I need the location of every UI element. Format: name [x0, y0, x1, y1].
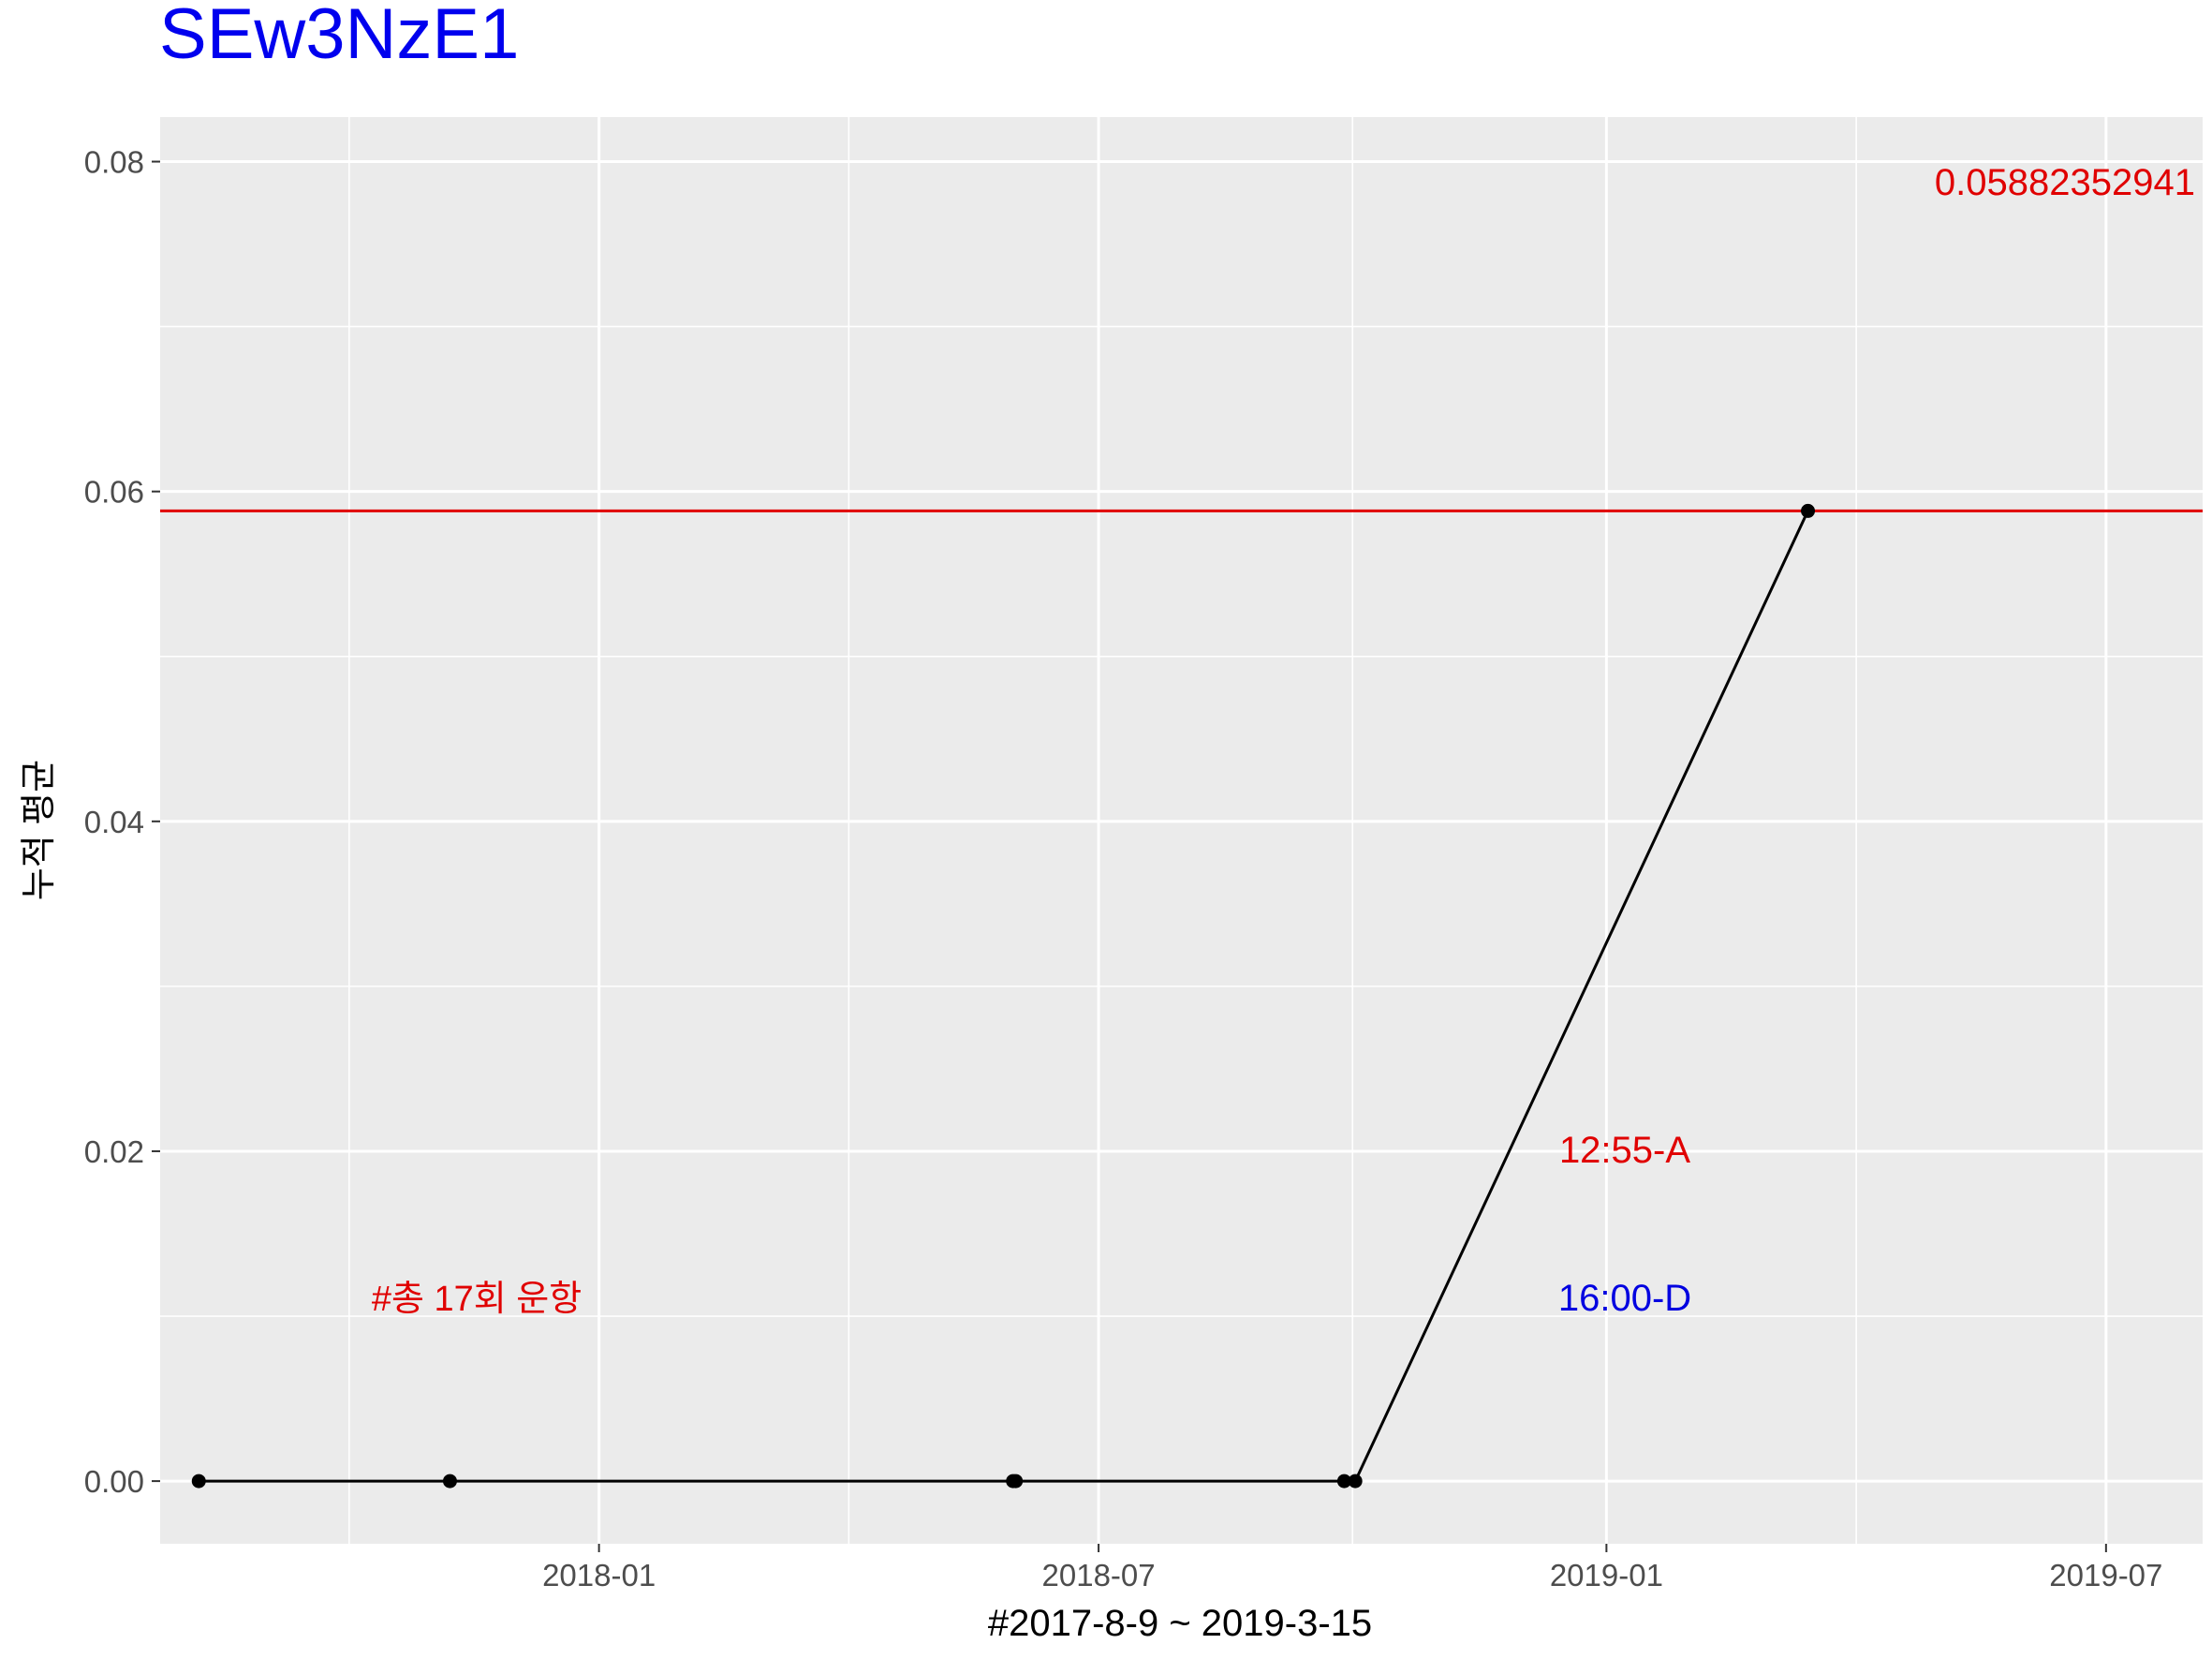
annotation-reference-value: 0.05882352941: [1935, 162, 2195, 203]
x-tick-label: 2018-07: [1042, 1558, 1156, 1592]
data-point: [191, 1474, 206, 1489]
series-points: [191, 503, 1816, 1489]
annotation-arrival-time: 12:55-A: [1559, 1130, 1690, 1171]
data-point: [1336, 1474, 1351, 1489]
y-tick-label: 0.06: [84, 475, 144, 510]
grid-minor: [160, 117, 2203, 1544]
y-axis: 0.00 0.02 0.04 0.06 0.08: [84, 145, 160, 1499]
x-tick-label: 2018-01: [542, 1558, 656, 1592]
y-tick-label: 0.00: [84, 1464, 144, 1499]
x-axis-label: #2017-8-9 ~ 2019-3-15: [988, 1603, 1372, 1644]
y-tick-label: 0.04: [84, 805, 144, 839]
annotation-flight-count: #총 17회 운항: [372, 1280, 582, 1319]
plot-panel: [160, 117, 2203, 1544]
x-axis: 2018-01 2018-07 2019-01 2019-07: [542, 1544, 2162, 1592]
x-tick-label: 2019-01: [1550, 1558, 1663, 1592]
y-tick-label: 0.08: [84, 145, 144, 180]
data-point: [1348, 1474, 1363, 1489]
annotation-departure-time: 16:00-D: [1558, 1278, 1691, 1319]
chart-title: SEw3NzE1: [159, 0, 519, 74]
annotations: 0.05882352941 12:55-A 16:00-D #총 17회 운항: [372, 162, 2195, 1319]
y-tick-label: 0.02: [84, 1134, 144, 1169]
y-axis-label: 누적 평균: [20, 760, 59, 900]
data-point: [442, 1474, 457, 1489]
data-point: [1801, 503, 1816, 518]
data-point: [1009, 1474, 1024, 1489]
x-tick-label: 2019-07: [2049, 1558, 2162, 1592]
